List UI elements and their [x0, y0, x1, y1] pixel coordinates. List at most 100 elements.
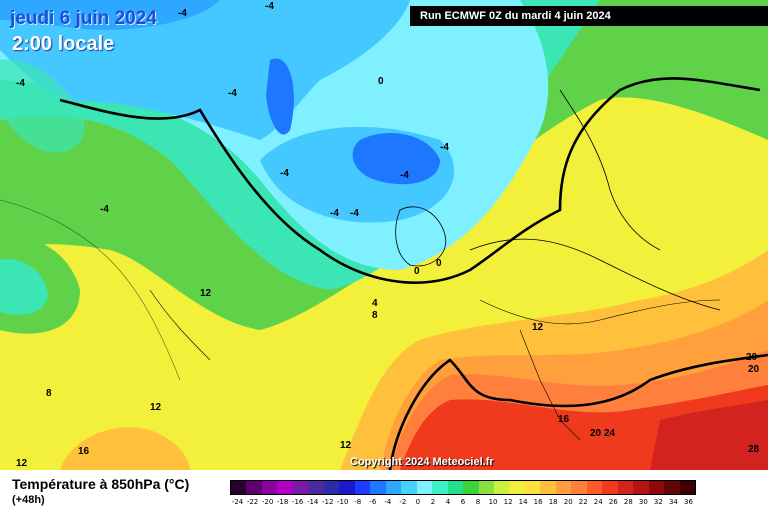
scale-tick: 2: [430, 498, 436, 506]
scale-cell: [339, 481, 355, 494]
scale-cell: [463, 481, 479, 494]
scale-tick: 10: [488, 498, 498, 506]
scale-tick: 6: [460, 498, 466, 506]
scale-cell: [401, 481, 417, 494]
scale-tick: 12: [503, 498, 513, 506]
scale-cell: [416, 481, 433, 494]
isotherm-label: 4: [372, 298, 378, 309]
scale-tick: 8: [475, 498, 481, 506]
isotherm-label: -4: [400, 170, 409, 181]
scale-cell: [478, 481, 494, 494]
scale-cell: [602, 481, 618, 494]
scale-cell: [261, 481, 278, 494]
run-info: Run ECMWF 0Z du mardi 4 juin 2024: [410, 6, 768, 26]
scale-cell: [571, 481, 587, 494]
scale-cell: [664, 481, 680, 494]
scale-tick: 28: [623, 498, 633, 506]
isotherm-label: 8: [46, 388, 52, 399]
isotherm-label: -4: [330, 208, 339, 219]
scale-cell: [540, 481, 556, 494]
isotherm-label: 28: [748, 444, 760, 455]
isotherm-label: 8: [372, 310, 378, 321]
isotherm-label: 12: [340, 440, 352, 451]
scale-cell: [586, 481, 603, 494]
scale-tick: 24: [593, 498, 603, 506]
isotherm-label: 0: [436, 258, 442, 269]
scale-tick: 34: [668, 498, 678, 506]
scale-cell: [292, 481, 309, 494]
isotherm-label: -4: [440, 142, 449, 153]
scale-cell: [308, 481, 324, 494]
legend-title: Température à 850hPa (°C): [12, 476, 190, 492]
scale-cell: [633, 481, 649, 494]
isotherm-label: 20: [748, 364, 760, 375]
scale-cell: [679, 481, 696, 494]
isotherm-label: 12: [150, 402, 162, 413]
isotherm-label: -4: [16, 78, 25, 89]
isotherm-label: -4: [228, 88, 237, 99]
scale-tick: 0: [415, 498, 421, 506]
isotherm-label: 20: [746, 352, 758, 363]
scale-tick: 22: [578, 498, 588, 506]
scale-tick: -6: [369, 498, 377, 506]
color-scale: [230, 480, 696, 495]
legend: Température à 850hPa (°C) (+48h) -24 -22-…: [0, 470, 768, 512]
scale-cell: [385, 481, 402, 494]
scale-tick: -20: [261, 498, 274, 506]
forecast-time: 2:00 locale: [12, 33, 115, 55]
scale-cell: [354, 481, 371, 494]
scale-tick: -2: [399, 498, 407, 506]
scale-cell: [277, 481, 293, 494]
scale-tick: -22: [246, 498, 259, 506]
isotherm-label: -4: [265, 1, 274, 12]
map-canvas: -4-4-4-4-4-4 -40-4-4-40048121281212161216…: [0, 0, 768, 470]
scale-cell: [231, 481, 247, 494]
isotherm-label: -4: [280, 168, 289, 179]
isotherm-label: 12: [532, 322, 544, 333]
scale-cell: [370, 481, 386, 494]
isotherm-label: -4: [178, 8, 187, 19]
scale-cell: [617, 481, 634, 494]
scale-tick: 14: [518, 498, 528, 506]
scale-tick: -12: [321, 498, 334, 506]
temperature-map: -4 -4 -4 -4 -4 -4 -4 0 -4 -4 -4 0 0 4 8 12 12 8 12 12 16 12 16…: [0, 0, 768, 470]
scale-tick: -10: [337, 498, 349, 506]
legend-subtitle: (+48h): [12, 494, 45, 506]
scale-tick: 26: [608, 498, 618, 506]
scale-cell: [323, 481, 340, 494]
scale-cell: [524, 481, 541, 494]
isotherm-label: 20: [590, 428, 602, 439]
scale-tick: -16: [291, 498, 304, 506]
scale-cell: [509, 481, 525, 494]
scale-tick: 30: [638, 498, 648, 506]
scale-tick: 20: [563, 498, 573, 506]
scale-tick: 18: [548, 498, 558, 506]
scale-tick: -18: [276, 498, 289, 506]
scale-tick: -8: [354, 498, 362, 506]
isotherm-label: 24: [604, 428, 616, 439]
copyright: Copyright 2024 Meteociel.fr: [350, 456, 494, 468]
scale-cell: [447, 481, 464, 494]
scale-tick: 36: [683, 498, 693, 506]
scale-cell: [432, 481, 448, 494]
scale-tick: 32: [653, 498, 663, 506]
scale-tick: -14: [306, 498, 319, 506]
scale-tick: 16: [533, 498, 543, 506]
isotherm-label: 12: [16, 458, 28, 469]
color-scale-ticks: -24 -22 -20 -18 -16 -14 -12 -10 -8 -6 -4 -2 0 2 4 6 8 10 1…: [230, 498, 696, 506]
scale-cell: [555, 481, 572, 494]
isotherm-label: 16: [78, 446, 90, 457]
scale-cell: [493, 481, 510, 494]
scale-cell: [246, 481, 262, 494]
scale-tick: -24: [231, 498, 244, 506]
scale-tick: 4: [445, 498, 451, 506]
forecast-date: jeudi 6 juin 2024: [10, 8, 157, 29]
scale-cell: [648, 481, 665, 494]
isotherm-label: -4: [350, 208, 359, 219]
scale-tick: -4: [384, 498, 392, 506]
isotherm-label: 16: [558, 414, 570, 425]
isotherm-label: -4: [100, 204, 109, 215]
isotherm-labels: -4-4-4-4-4-4 -40-4-4-40048121281212161216…: [16, 1, 760, 469]
isotherm-label: 0: [378, 76, 384, 87]
isotherm-label: 0: [414, 266, 420, 277]
